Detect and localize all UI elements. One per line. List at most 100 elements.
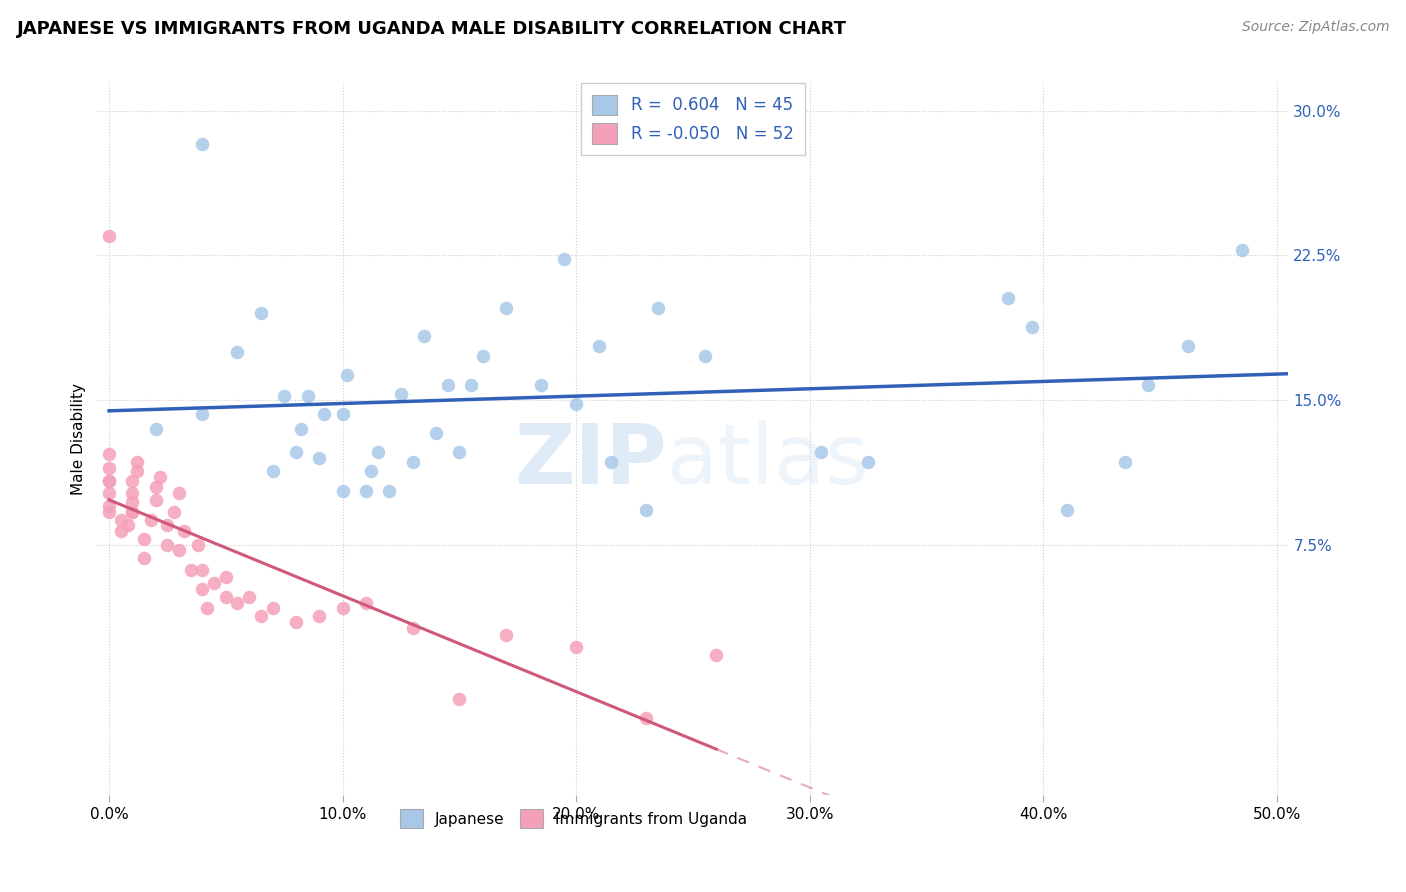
Point: [98, 460, 121, 475]
Point: [360, 465, 382, 479]
Point: [117, 518, 139, 533]
Point: [191, 582, 214, 596]
Point: [139, 513, 162, 527]
Point: [167, 485, 190, 500]
Point: [856, 455, 879, 469]
Point: [132, 532, 155, 546]
Point: [636, 711, 658, 725]
Point: [1230, 243, 1253, 257]
Point: [997, 291, 1019, 305]
Point: [202, 576, 225, 591]
Point: [163, 505, 186, 519]
Point: [460, 377, 482, 392]
Point: [297, 389, 319, 403]
Point: [98, 229, 121, 244]
Point: [449, 692, 471, 706]
Point: [471, 349, 494, 363]
Point: [284, 445, 307, 459]
Point: [810, 445, 832, 459]
Point: [290, 422, 312, 436]
Legend: Japanese, Immigrants from Uganda: Japanese, Immigrants from Uganda: [394, 804, 754, 834]
Point: [647, 301, 669, 315]
Point: [173, 524, 195, 539]
Point: [98, 474, 121, 488]
Point: [495, 301, 517, 315]
Point: [413, 329, 436, 343]
Point: [367, 445, 389, 459]
Point: [149, 470, 172, 484]
Point: [262, 601, 284, 615]
Point: [354, 596, 377, 610]
Point: [378, 483, 401, 498]
Point: [273, 389, 295, 403]
Point: [226, 596, 249, 610]
Point: [125, 455, 148, 469]
Point: [1137, 377, 1160, 392]
Point: [1177, 339, 1199, 353]
Text: JAPANESE VS IMMIGRANTS FROM UGANDA MALE DISABILITY CORRELATION CHART: JAPANESE VS IMMIGRANTS FROM UGANDA MALE …: [17, 20, 846, 37]
Point: [156, 538, 179, 552]
Point: [98, 505, 121, 519]
Y-axis label: Male Disability: Male Disability: [72, 383, 86, 495]
Point: [495, 628, 517, 642]
Text: Source: ZipAtlas.com: Source: ZipAtlas.com: [1241, 20, 1389, 34]
Point: [308, 609, 330, 624]
Text: atlas: atlas: [666, 419, 869, 500]
Point: [588, 339, 610, 353]
Point: [449, 445, 471, 459]
Point: [98, 474, 121, 488]
Point: [238, 590, 260, 604]
Text: ZIP: ZIP: [515, 419, 666, 500]
Point: [1056, 503, 1078, 517]
Point: [308, 450, 330, 465]
Point: [121, 485, 143, 500]
Point: [191, 136, 214, 151]
Point: [226, 344, 249, 359]
Point: [332, 601, 354, 615]
Point: [401, 621, 423, 635]
Point: [704, 648, 727, 662]
Point: [125, 465, 148, 479]
Point: [354, 483, 377, 498]
Point: [191, 407, 214, 421]
Point: [250, 306, 273, 320]
Point: [145, 480, 167, 494]
Point: [121, 474, 143, 488]
Point: [121, 505, 143, 519]
Point: [98, 499, 121, 513]
Point: [565, 640, 588, 654]
Point: [167, 543, 190, 558]
Point: [336, 368, 359, 382]
Point: [121, 505, 143, 519]
Point: [195, 601, 218, 615]
Point: [98, 447, 121, 461]
Point: [332, 407, 354, 421]
Point: [132, 551, 155, 566]
Point: [215, 570, 238, 584]
Point: [332, 483, 354, 498]
Point: [312, 407, 335, 421]
Point: [600, 455, 623, 469]
Point: [187, 538, 209, 552]
Point: [1021, 319, 1043, 334]
Point: [401, 455, 423, 469]
Point: [436, 377, 458, 392]
Point: [180, 563, 202, 577]
Point: [389, 387, 412, 401]
Point: [530, 377, 553, 392]
Point: [215, 590, 238, 604]
Point: [1114, 455, 1136, 469]
Point: [262, 465, 284, 479]
Point: [191, 563, 214, 577]
Point: [693, 349, 716, 363]
Point: [110, 524, 132, 539]
Point: [250, 609, 273, 624]
Point: [636, 503, 658, 517]
Point: [156, 518, 179, 533]
Point: [565, 397, 588, 411]
Point: [284, 615, 307, 629]
Point: [425, 425, 447, 440]
Point: [553, 252, 575, 267]
Point: [110, 513, 132, 527]
Point: [145, 493, 167, 508]
